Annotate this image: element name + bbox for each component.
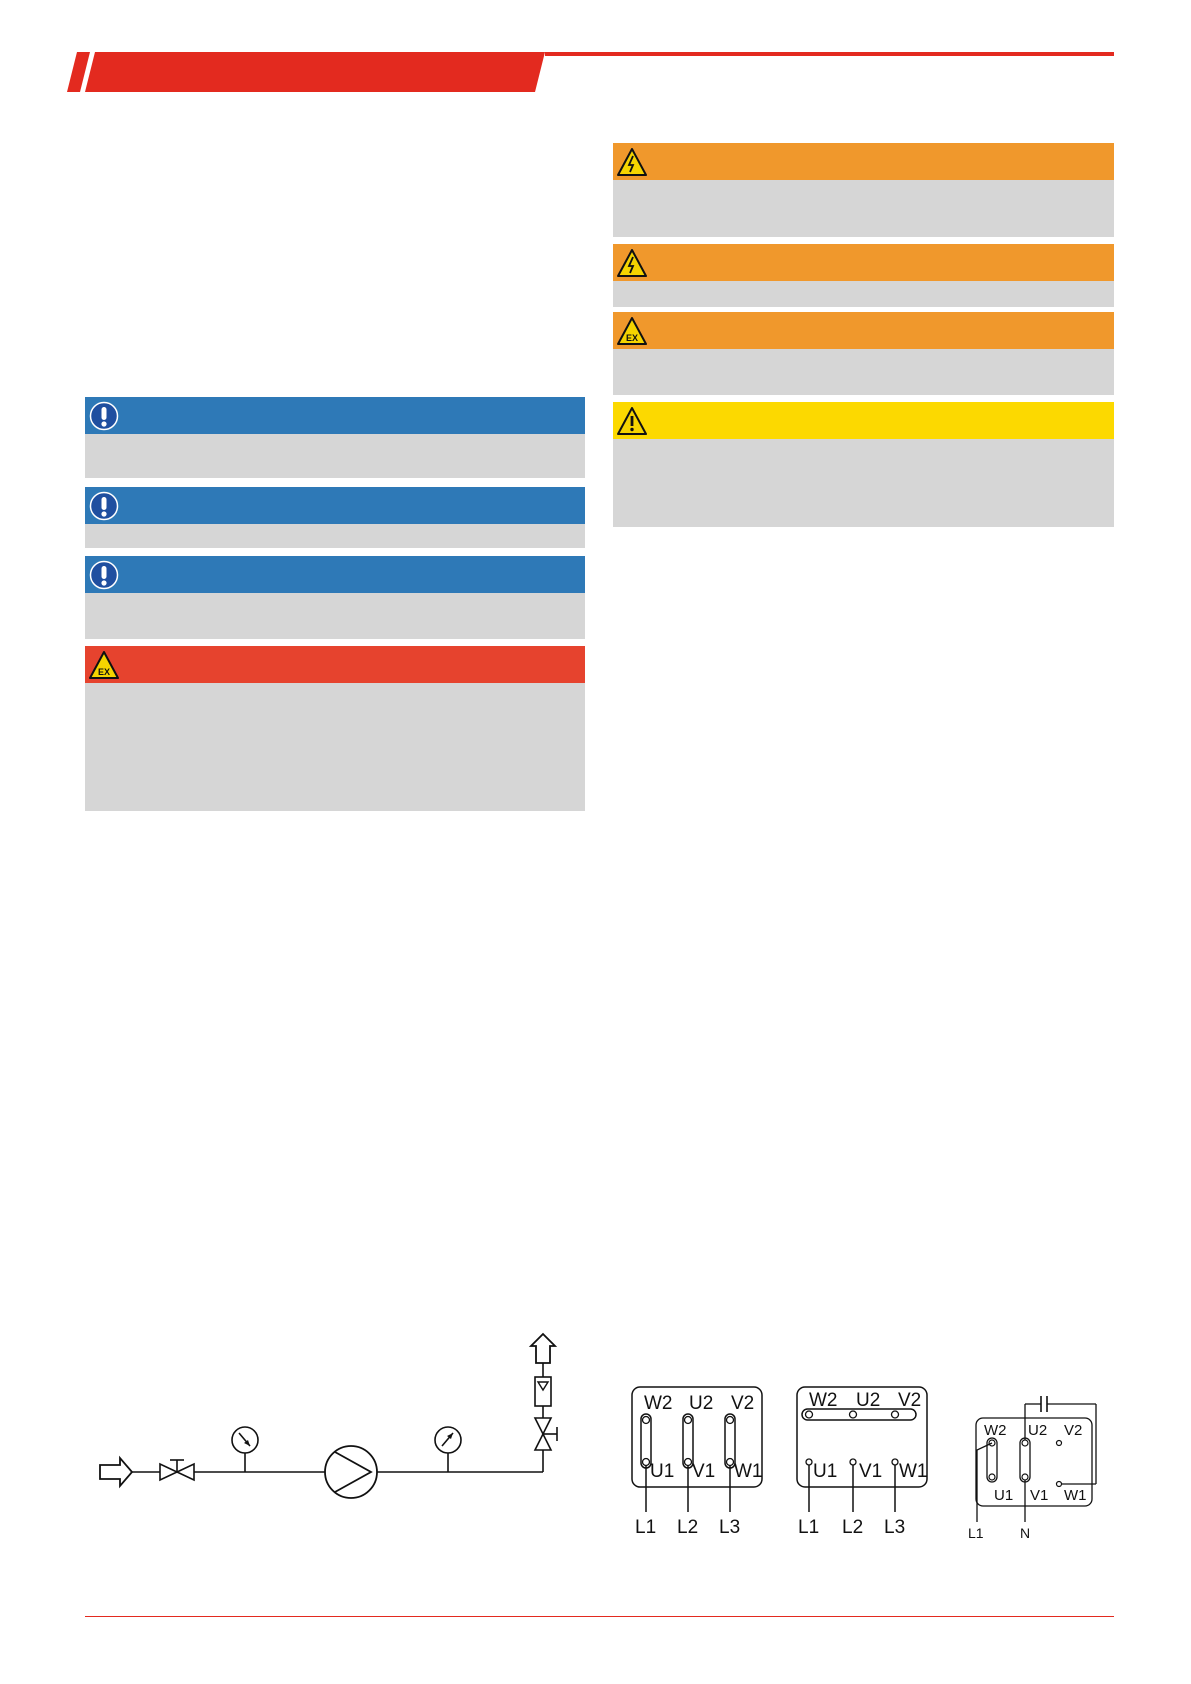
capacitor-icon [1040, 1396, 1048, 1412]
terminal-label: U2 [1028, 1422, 1047, 1439]
gate-valve-icon [159, 1459, 195, 1482]
line-label: N [1020, 1525, 1030, 1541]
wiring-diagram-delta: W2 U2 V2 U1 V1 W1 L1 L2 L3 [795, 1385, 935, 1535]
line-label: L2 [677, 1517, 698, 1535]
line-label: L3 [719, 1517, 740, 1535]
inlet-arrow-icon [99, 1455, 134, 1489]
explosion-hazard-icon: EX [89, 651, 119, 679]
terminal-label: U1 [994, 1487, 1013, 1504]
electric-hazard-icon [617, 148, 647, 176]
line-label: L3 [884, 1517, 905, 1535]
wiring-diagram-star: W2 U2 V2 U1 V1 W1 L1 L2 L3 [630, 1385, 770, 1535]
note-box-3 [85, 556, 585, 639]
control-valve-icon [533, 1417, 558, 1451]
flow-meter-icon [534, 1376, 552, 1418]
caution-box [613, 402, 1114, 527]
warning-box-electric-2 [613, 244, 1114, 307]
outlet-arrow-icon [528, 1332, 558, 1377]
line-label: L1 [798, 1517, 819, 1535]
terminal-label: V2 [731, 1393, 754, 1414]
warning-box-explosion: EX [613, 312, 1114, 395]
terminal-label: V2 [1064, 1422, 1082, 1439]
line-label: L2 [842, 1517, 863, 1535]
pump-icon [324, 1445, 378, 1499]
terminal-label: U1 [650, 1461, 674, 1482]
note-box-1 [85, 397, 585, 478]
line-label: L1 [968, 1525, 984, 1541]
terminal-label: W1 [734, 1461, 763, 1482]
terminal-label: V1 [1030, 1487, 1048, 1504]
info-exclamation-icon [89, 560, 119, 590]
note-box-2 [85, 487, 585, 548]
pressure-gauge-icon [231, 1426, 259, 1472]
general-warning-icon [617, 407, 647, 435]
wiring-diagram-single-phase: W2 U2 V2 U1 V1 W1 L1 N [960, 1380, 1110, 1542]
warning-box-electric-1 [613, 143, 1114, 237]
pressure-gauge-icon [434, 1426, 462, 1472]
header-rule [545, 52, 1114, 56]
info-exclamation-icon [89, 401, 119, 431]
header-banner [67, 52, 545, 92]
footer-rule [85, 1616, 1114, 1617]
terminal-label: U1 [813, 1461, 837, 1482]
terminal-label: U2 [689, 1393, 713, 1414]
terminal-label: U2 [856, 1390, 880, 1411]
terminal-label: W2 [984, 1422, 1007, 1439]
info-exclamation-icon [89, 491, 119, 521]
terminal-label: W1 [899, 1461, 928, 1482]
terminal-label: V1 [692, 1461, 715, 1482]
explosion-hazard-icon: EX [617, 317, 647, 345]
svg-text:EX: EX [626, 333, 638, 343]
terminal-label: V1 [859, 1461, 882, 1482]
terminal-label: W2 [644, 1393, 673, 1414]
terminal-label: W1 [1064, 1487, 1087, 1504]
svg-text:EX: EX [98, 667, 110, 677]
danger-box: EX [85, 646, 585, 811]
electric-hazard-icon [617, 249, 647, 277]
terminal-label: W2 [809, 1390, 838, 1411]
piping-diagram [95, 1330, 575, 1510]
terminal-label: V2 [898, 1390, 921, 1411]
line-label: L1 [635, 1517, 656, 1535]
